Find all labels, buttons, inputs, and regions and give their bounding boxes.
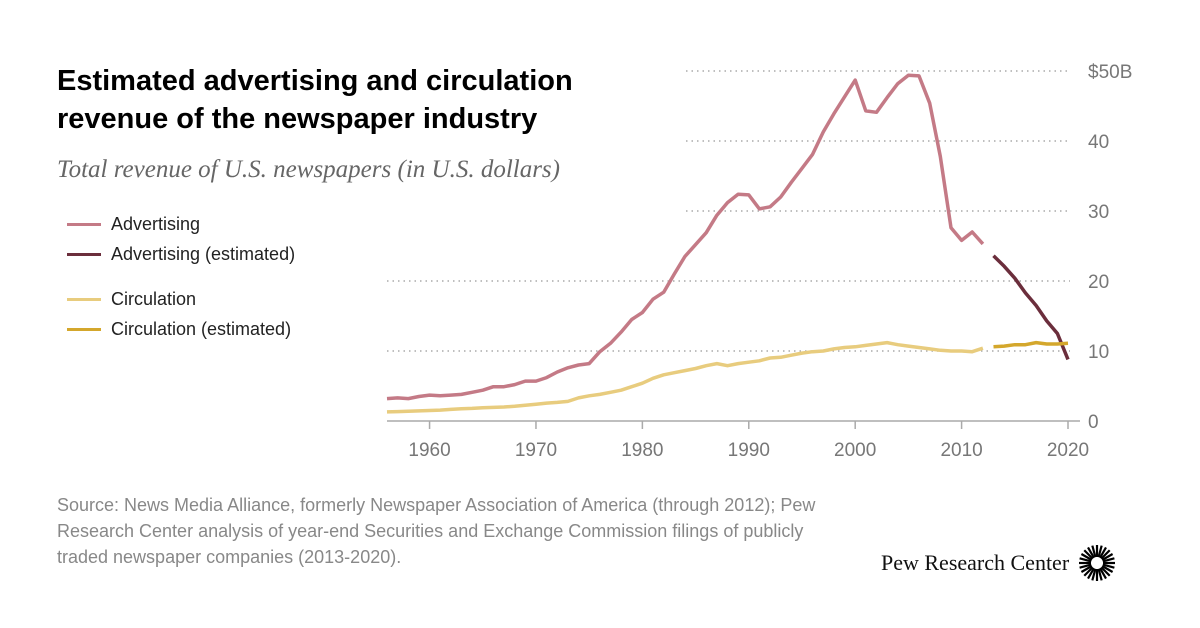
legend-swatch xyxy=(67,223,101,226)
sunburst-logo-icon xyxy=(1079,545,1116,581)
y-tick-label: 10 xyxy=(1088,342,1109,363)
y-tick-label: $50B xyxy=(1088,62,1132,83)
sunburst-ray xyxy=(1079,557,1092,563)
x-tick-label: 1980 xyxy=(621,440,663,461)
sunburst-ray xyxy=(1087,546,1096,559)
sunburst-ray xyxy=(1087,567,1096,580)
sunburst-ray xyxy=(1091,568,1097,581)
series-line-advertising-estimated xyxy=(992,254,1070,361)
sunburst-ray xyxy=(1100,566,1111,577)
sunburst-ray xyxy=(1097,545,1103,558)
x-tick-label: 2000 xyxy=(834,440,876,461)
legend-swatch xyxy=(67,253,101,256)
sunburst-ray xyxy=(1083,549,1094,560)
y-tick-label: 20 xyxy=(1088,272,1109,293)
sunburst-ray xyxy=(1102,557,1115,563)
y-tick-label: 30 xyxy=(1088,202,1109,223)
sunburst-ray xyxy=(1100,549,1111,560)
sunburst-ray xyxy=(1091,545,1097,558)
logo-text: Pew Research Center xyxy=(881,550,1070,575)
sunburst-ray xyxy=(1079,563,1092,569)
series-line-circulation-estimated xyxy=(993,340,1069,349)
x-tick-label: 2020 xyxy=(1047,440,1089,461)
legend-label: Circulation (estimated) xyxy=(111,319,292,339)
sunburst-ray xyxy=(1101,565,1114,573)
sunburst-ray xyxy=(1097,568,1103,581)
source-note: Source: News Media Alliance, formerly Ne… xyxy=(57,495,816,567)
legend-swatch xyxy=(67,328,101,331)
sunburst-ray xyxy=(1099,546,1108,559)
series-line-circulation xyxy=(386,340,984,414)
legend-swatch xyxy=(67,298,101,301)
legend-advertising-estimated: Advertising (estimated) xyxy=(67,244,295,265)
x-tick-label: 1970 xyxy=(515,440,557,461)
x-tick-label: 1960 xyxy=(408,440,450,461)
legend-label: Advertising (estimated) xyxy=(111,244,296,264)
legend-circulation-estimated: Circulation (estimated) xyxy=(67,319,291,340)
y-tick-label: 40 xyxy=(1088,132,1109,153)
series-line-advertising xyxy=(386,73,985,401)
legend-circulation: Circulation xyxy=(67,289,196,310)
x-tick-label: 2010 xyxy=(940,440,982,461)
legend-label: Advertising xyxy=(111,214,201,234)
x-tick-label: 1990 xyxy=(728,440,770,461)
chart-title: Estimated advertising and circulation re… xyxy=(57,65,573,135)
legend-label: Circulation xyxy=(111,289,197,309)
sunburst-ray xyxy=(1081,553,1093,561)
sunburst-ray xyxy=(1102,563,1115,569)
sunburst-ray xyxy=(1083,566,1094,577)
sunburst-ray xyxy=(1081,565,1093,573)
chart-subtitle: Total revenue of U.S. newspapers (in U.S… xyxy=(57,156,560,183)
y-tick-label: 0 xyxy=(1088,412,1099,433)
pew-logo: Pew Research Center xyxy=(881,543,1117,583)
sunburst-ray xyxy=(1101,553,1114,561)
legend-advertising: Advertising xyxy=(67,214,200,235)
sunburst-ray xyxy=(1099,567,1108,580)
